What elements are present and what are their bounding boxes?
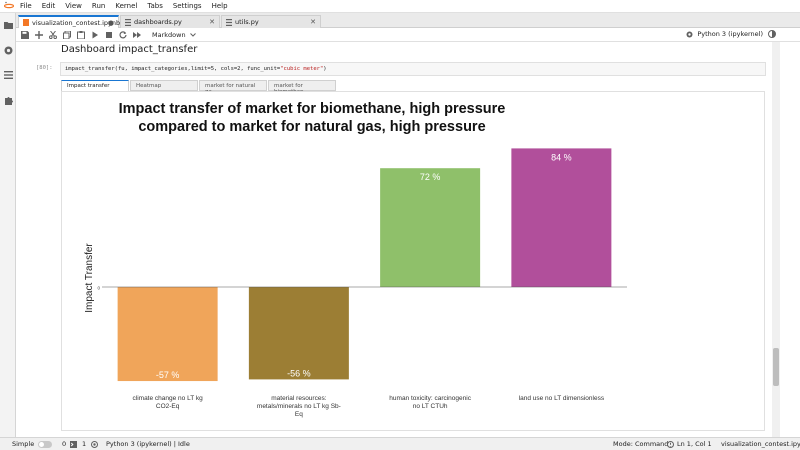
code-text: impact_transfer(fu, impact_categories,li… (65, 66, 281, 72)
kernel-status-text: Python 3 (ipykernel) | Idle (106, 440, 190, 448)
y-axis-label: Impact Transfer (84, 243, 95, 313)
bar (117, 287, 218, 382)
tab-impact-transfer[interactable]: Impact transfer (61, 80, 129, 91)
cell-type-select[interactable]: Markdown (152, 31, 196, 39)
x-tick-label: material resources: (271, 395, 326, 402)
tab-heatmap[interactable]: Heatmap (130, 80, 198, 91)
python-file-icon (226, 18, 232, 26)
terminals-count: 0 (62, 440, 67, 448)
kernel-icon (91, 440, 98, 448)
terminal-icon (70, 440, 77, 448)
cursor-position: Ln 1, Col 1 (677, 440, 712, 448)
menu-settings[interactable]: Settings (172, 2, 202, 10)
close-icon[interactable]: ✕ (310, 18, 316, 26)
bar (248, 287, 349, 380)
mode-indicator: Mode: Command (613, 440, 669, 448)
impact-transfer-chart: Impact transfer of market for biomethane… (84, 101, 627, 418)
data-label: 84 % (551, 152, 572, 162)
stop-icon[interactable] (104, 30, 114, 40)
menu-view[interactable]: View (65, 2, 82, 10)
document-tab-bar: visualization_contest.ipynb ● dashboards… (16, 13, 800, 28)
menu-tabs[interactable]: Tabs (147, 2, 163, 10)
bar (380, 168, 481, 287)
run-icon[interactable] (90, 30, 100, 40)
data-label: -57 % (156, 370, 180, 380)
x-tick-label: CO2-Eq (156, 403, 180, 410)
left-sidebar (0, 13, 16, 437)
x-tick-label: no LT CTUh (413, 403, 448, 410)
folder-icon[interactable] (3, 20, 13, 30)
markdown-heading: Dashboard impact_transfer (61, 44, 198, 55)
menu-help[interactable]: Help (211, 2, 228, 10)
scrollbar-thumb[interactable] (773, 348, 779, 386)
jupyter-logo-icon (3, 0, 15, 12)
input-prompt: [80]: (36, 65, 53, 71)
kernel-indicator[interactable]: Python 3 (ipykernel) (686, 30, 776, 38)
kernels-count: 1 (82, 440, 87, 448)
simple-mode-toggle[interactable]: Simple (12, 440, 53, 448)
notification-icon (667, 440, 674, 448)
x-tick-label: human toxicity: carcinogenic (389, 395, 471, 402)
gear-icon (686, 31, 693, 37)
tab-visualization-contest[interactable]: visualization_contest.ipynb ● (18, 15, 121, 28)
x-tick-label: land use no LT dimensionless (519, 395, 605, 402)
x-tick-label: climate change no LT kg (133, 395, 204, 402)
status-bar: Simple 0 1 Python 3 (ipykernel) | Idle M… (0, 437, 800, 450)
code-cell[interactable]: impact_transfer(fu, impact_categories,li… (60, 62, 766, 76)
tab-dashboards[interactable]: dashboards.py ✕ (120, 15, 220, 28)
add-cell-icon[interactable] (34, 30, 44, 40)
data-label: -56 % (287, 368, 311, 378)
close-icon[interactable]: ✕ (209, 18, 215, 26)
restart-icon[interactable] (118, 30, 128, 40)
chevron-down-icon (189, 32, 196, 37)
tab-utils[interactable]: utils.py ✕ (221, 15, 321, 28)
extensions-icon[interactable] (3, 95, 13, 105)
save-icon[interactable] (20, 30, 30, 40)
menu-bar: File Edit View Run Kernel Tabs Settings … (0, 0, 800, 13)
notebook-file-icon (23, 19, 29, 26)
notebook-panel: Dashboard impact_transfer [80]: impact_t… (16, 42, 780, 437)
unsaved-dot-icon[interactable]: ● (107, 19, 114, 27)
tab-market-natural-gas[interactable]: market for natural ga (199, 80, 267, 95)
fast-forward-icon[interactable] (132, 30, 142, 40)
cell-type-label: Markdown (152, 30, 186, 39)
data-label: 72 % (420, 172, 441, 182)
kernel-status-icon (768, 30, 776, 38)
current-file: visualization_contest.ipynb (721, 440, 800, 448)
toc-icon[interactable] (3, 70, 13, 80)
paste-icon[interactable] (76, 30, 86, 40)
running-icon[interactable] (3, 45, 13, 55)
menu-file[interactable]: File (20, 2, 32, 10)
copy-icon[interactable] (62, 30, 72, 40)
python-file-icon (125, 18, 131, 26)
toggle-switch[interactable] (38, 440, 53, 448)
simple-mode-label: Simple (12, 440, 35, 448)
chart-title: compared to market for natural gas, high… (138, 119, 485, 135)
chart-container: Impact transfer of market for biomethane… (61, 91, 765, 431)
menu-run[interactable]: Run (91, 2, 106, 10)
y-tick-label: 0 (97, 286, 100, 291)
menu-kernel[interactable]: Kernel (115, 2, 138, 10)
tab-market-biomethane[interactable]: market for biomethan (268, 80, 336, 95)
code-text-end: ) (323, 66, 327, 72)
notebook-toolbar: Markdown Python 3 (ipykernel) (16, 28, 800, 42)
chart-title: Impact transfer of market for biomethane… (119, 101, 506, 117)
kernel-name: Python 3 (ipykernel) (697, 30, 763, 38)
menu-edit[interactable]: Edit (41, 2, 56, 10)
tab-label: dashboards.py (134, 18, 182, 26)
notebook-scrollbar[interactable] (772, 42, 780, 437)
tab-label: utils.py (235, 18, 259, 26)
bar (511, 148, 612, 287)
cut-icon[interactable] (48, 30, 58, 40)
code-string: "cubic meter" (280, 66, 324, 72)
x-tick-label: Eq (295, 411, 303, 418)
x-tick-label: metals/minerals no LT kg Sb- (257, 403, 341, 410)
output-tab-bar: Impact transfer Heatmap market for natur… (61, 80, 337, 95)
tab-label: visualization_contest.ipynb (32, 18, 121, 27)
